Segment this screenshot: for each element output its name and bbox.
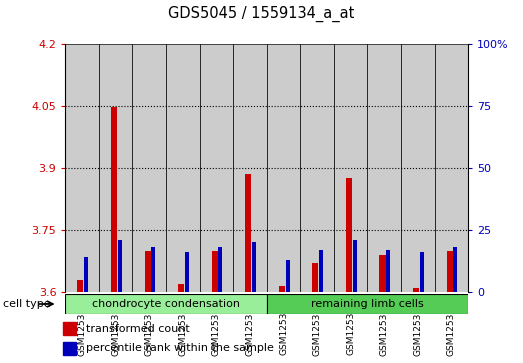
Bar bbox=[118, 240, 122, 292]
Bar bbox=[233, 44, 267, 292]
Bar bbox=[386, 250, 390, 292]
Bar bbox=[132, 44, 166, 292]
Bar bbox=[435, 44, 468, 292]
Bar bbox=[219, 248, 222, 292]
Bar bbox=[63, 322, 76, 335]
Bar bbox=[279, 286, 285, 292]
Bar bbox=[252, 242, 256, 292]
Bar bbox=[334, 44, 367, 292]
Text: chondrocyte condensation: chondrocyte condensation bbox=[92, 299, 240, 309]
Bar bbox=[286, 260, 290, 292]
Text: percentile rank within the sample: percentile rank within the sample bbox=[86, 343, 274, 354]
Bar bbox=[312, 263, 319, 292]
Bar bbox=[111, 107, 117, 292]
Bar bbox=[65, 44, 99, 292]
Bar bbox=[367, 44, 401, 292]
Bar bbox=[447, 251, 452, 292]
Bar bbox=[413, 288, 419, 292]
Bar bbox=[319, 250, 323, 292]
Bar bbox=[77, 280, 84, 292]
Bar bbox=[151, 248, 155, 292]
FancyBboxPatch shape bbox=[267, 294, 468, 314]
Bar bbox=[212, 251, 218, 292]
Bar bbox=[84, 257, 88, 292]
Bar bbox=[353, 240, 357, 292]
Bar bbox=[99, 44, 132, 292]
Bar bbox=[453, 248, 457, 292]
Text: cell type: cell type bbox=[3, 299, 50, 309]
Bar bbox=[144, 251, 151, 292]
Text: transformed count: transformed count bbox=[86, 323, 190, 334]
Bar bbox=[185, 252, 189, 292]
Text: remaining limb cells: remaining limb cells bbox=[311, 299, 424, 309]
Bar bbox=[267, 44, 300, 292]
Bar bbox=[63, 342, 76, 355]
Bar bbox=[380, 255, 385, 292]
Text: GDS5045 / 1559134_a_at: GDS5045 / 1559134_a_at bbox=[168, 5, 355, 22]
Bar bbox=[200, 44, 233, 292]
Bar bbox=[245, 174, 251, 292]
Bar bbox=[178, 284, 184, 292]
Bar bbox=[300, 44, 334, 292]
FancyBboxPatch shape bbox=[65, 294, 267, 314]
Bar bbox=[166, 44, 200, 292]
Bar bbox=[346, 178, 352, 292]
Bar bbox=[401, 44, 435, 292]
Bar bbox=[420, 252, 424, 292]
